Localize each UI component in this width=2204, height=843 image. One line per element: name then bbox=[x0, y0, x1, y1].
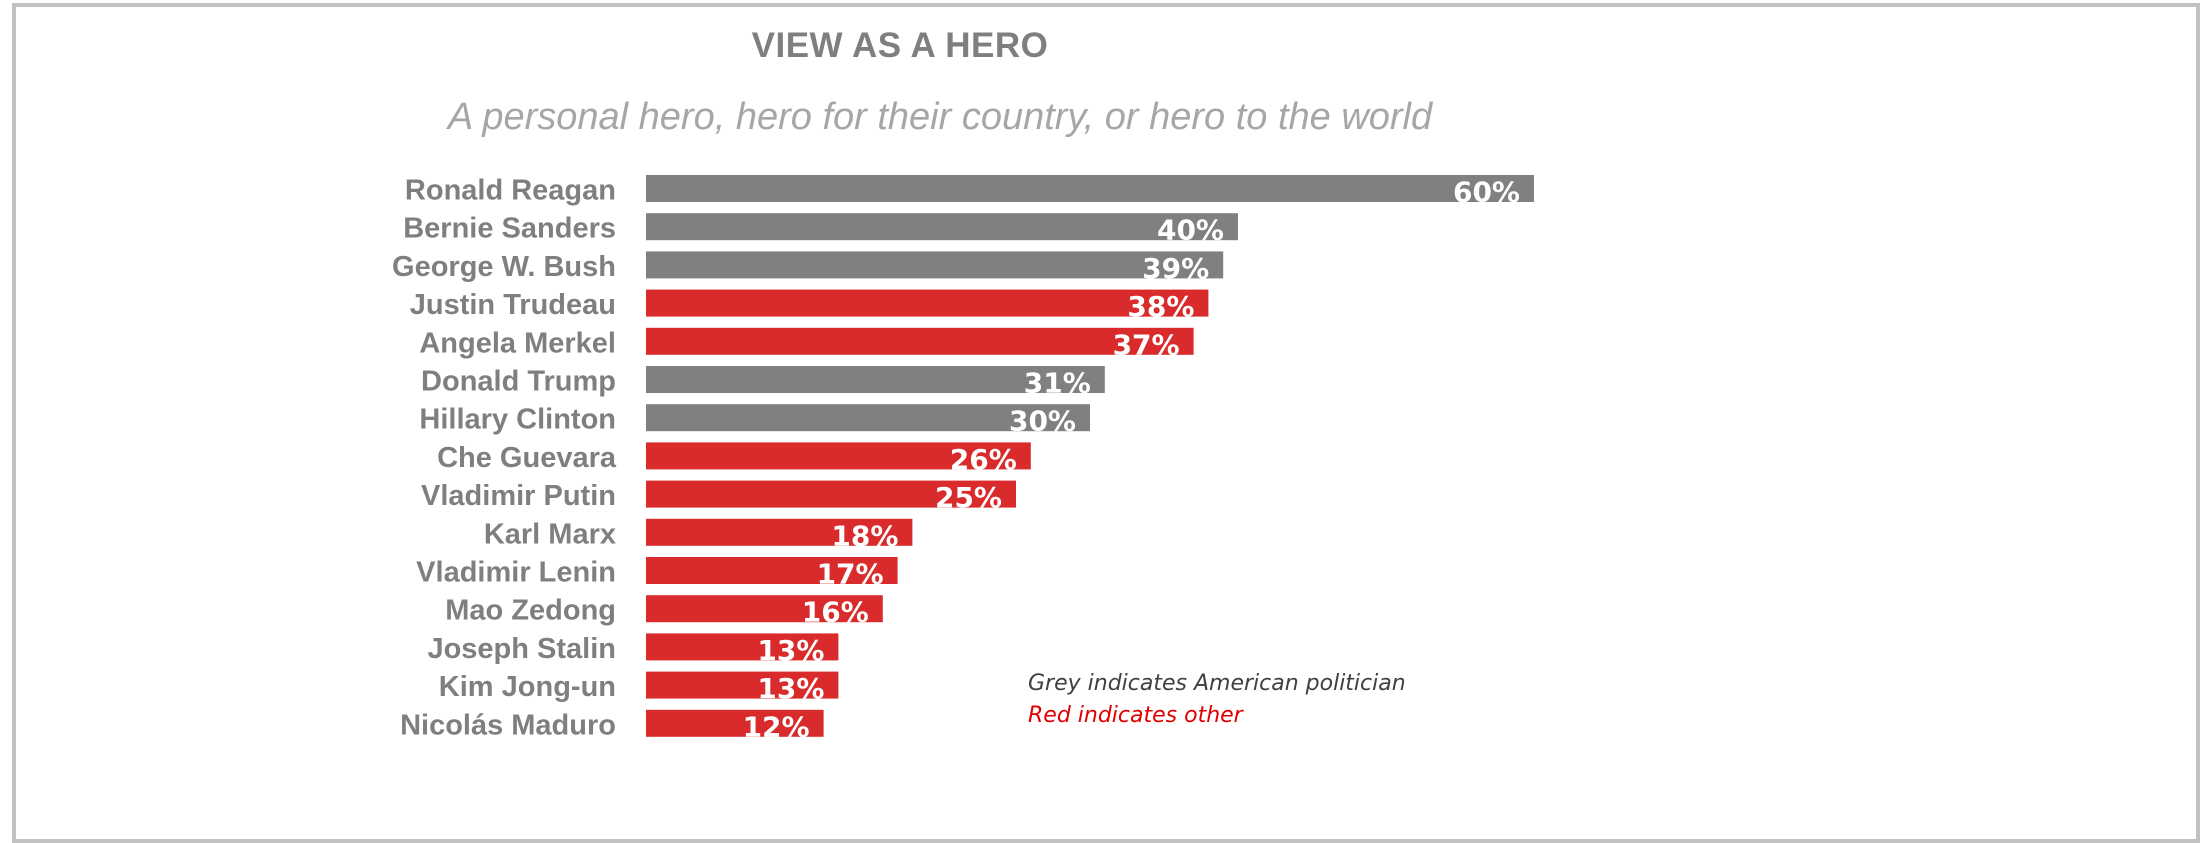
data-label: 13% bbox=[757, 672, 824, 705]
data-label: 39% bbox=[1142, 252, 1209, 285]
bar-vladimir-lenin bbox=[646, 557, 898, 584]
bar-joseph-stalin bbox=[646, 633, 839, 661]
category-label: Karl Marx bbox=[484, 518, 616, 550]
legend-red-note: Red indicates other bbox=[1028, 703, 1243, 728]
category-label: Vladimir Putin bbox=[421, 480, 616, 512]
category-label: Joseph Stalin bbox=[427, 633, 616, 665]
bar-nicol-s-maduro bbox=[646, 709, 824, 737]
bar-karl-marx bbox=[646, 518, 913, 546]
data-label: 38% bbox=[1127, 290, 1194, 323]
bar-che-guevara bbox=[646, 442, 1031, 470]
data-label: 60% bbox=[1453, 176, 1520, 209]
category-label: Kim Jong-un bbox=[439, 671, 616, 703]
category-label: Bernie Sanders bbox=[403, 213, 616, 245]
data-label: 25% bbox=[935, 481, 1002, 514]
category-label: Donald Trump bbox=[421, 366, 616, 398]
data-label: 12% bbox=[743, 710, 810, 743]
data-label: 13% bbox=[757, 634, 824, 667]
data-label: 31% bbox=[1024, 367, 1091, 400]
category-label: Justin Trudeau bbox=[410, 289, 616, 321]
bar-bernie-sanders bbox=[646, 213, 1238, 241]
bar-angela-merkel bbox=[646, 327, 1194, 355]
bar-donald-trump bbox=[646, 366, 1105, 393]
bar-hillary-clinton bbox=[646, 404, 1090, 432]
category-label: Che Guevara bbox=[437, 442, 617, 474]
data-label: 16% bbox=[802, 596, 869, 629]
chart-title: VIEW AS A HERO bbox=[751, 26, 1049, 65]
bar-vladimir-putin bbox=[646, 480, 1016, 508]
legend-grey-note: Grey indicates American politician bbox=[1028, 671, 1406, 696]
category-label: Ronald Reagan bbox=[405, 175, 616, 207]
data-label: 26% bbox=[950, 443, 1017, 476]
category-label: Hillary Clinton bbox=[419, 404, 616, 436]
category-label: Angela Merkel bbox=[419, 327, 616, 359]
bar-george-w-bush bbox=[646, 251, 1224, 279]
data-label: 40% bbox=[1157, 214, 1224, 247]
category-label: George W. Bush bbox=[392, 251, 616, 283]
bar-justin-trudeau bbox=[646, 289, 1209, 317]
bar-kim-jong-un bbox=[646, 671, 839, 699]
category-label: Mao Zedong bbox=[445, 595, 616, 627]
bar-mao-zedong bbox=[646, 595, 883, 623]
category-label: Vladimir Lenin bbox=[416, 557, 616, 589]
chart-subtitle: A personal hero, hero for their country,… bbox=[447, 96, 1433, 138]
data-label: 37% bbox=[1113, 328, 1180, 361]
data-label: 17% bbox=[817, 558, 884, 591]
data-label: 30% bbox=[1009, 405, 1076, 438]
data-label: 18% bbox=[831, 519, 898, 552]
category-label: Nicolás Maduro bbox=[400, 709, 616, 741]
bar-ronald-reagan bbox=[646, 175, 1534, 202]
